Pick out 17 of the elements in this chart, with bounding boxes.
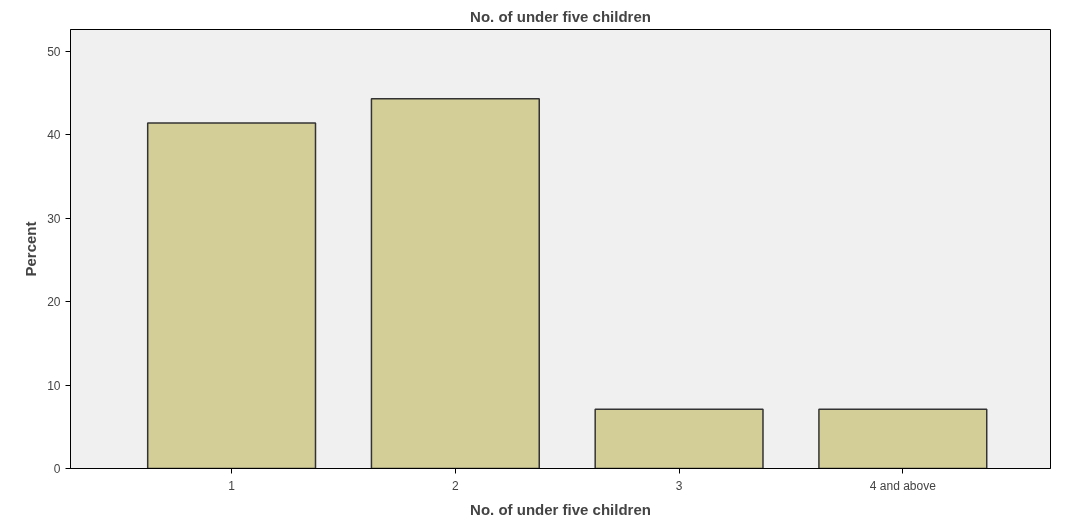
- y-tick-label: 50: [47, 44, 61, 59]
- x-axis-title: No. of under five children: [470, 500, 651, 518]
- y-tick-label: 40: [47, 128, 61, 143]
- bar: [594, 408, 764, 469]
- x-tick-label: 2: [452, 478, 459, 493]
- y-axis-title: Percent: [22, 221, 40, 277]
- x-tick-label: 3: [675, 478, 683, 493]
- y-tick-label: 20: [47, 295, 61, 310]
- y-tick-label: 0: [53, 462, 61, 476]
- bar: [818, 408, 988, 469]
- x-tick-label: 4 and above: [869, 478, 937, 493]
- bar: [370, 98, 540, 469]
- y-tick-label: 10: [47, 378, 61, 393]
- chart-title: No. of under five children: [470, 7, 651, 25]
- x-tick-label: 1: [228, 478, 236, 493]
- y-tick-label: 30: [47, 211, 61, 226]
- bar: [146, 122, 317, 469]
